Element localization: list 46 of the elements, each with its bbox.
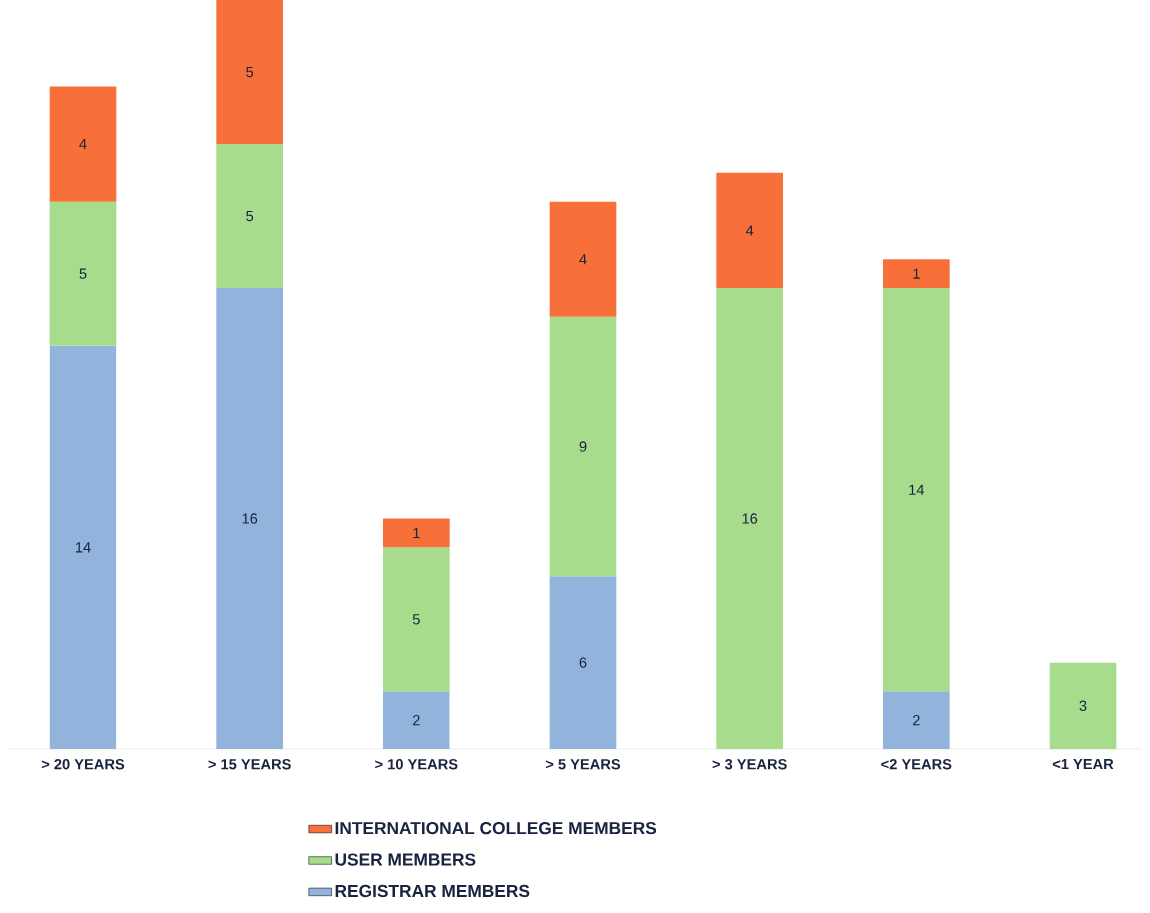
bar [383, 691, 450, 749]
x-tick-label: > 10 YEARS [375, 759, 458, 770]
bar [383, 518, 450, 548]
x-tick-label: > 5 YEARS [545, 759, 621, 770]
bar [883, 259, 950, 289]
data-label: 2 [412, 715, 420, 726]
data-label: 2 [912, 715, 920, 726]
bar [549, 201, 617, 317]
x-tick-label: <1 YEAR [1052, 759, 1114, 770]
data-label: 14 [909, 484, 925, 495]
data-label: 5 [79, 268, 87, 279]
data-label: 1 [413, 527, 420, 538]
data-label: 4 [79, 138, 87, 150]
bar [549, 316, 617, 577]
bar [1049, 662, 1117, 749]
data-label: 4 [579, 254, 587, 265]
bar [716, 288, 783, 749]
x-tick-label: > 20 YEARS [41, 759, 125, 770]
bar [49, 345, 117, 749]
data-label: 6 [579, 657, 587, 668]
data-label: 16 [742, 513, 758, 524]
data-label: 4 [745, 225, 754, 236]
data-label: 1 [913, 268, 920, 279]
data-label: 16 [242, 513, 258, 524]
data-label: 3 [1079, 700, 1087, 711]
x-tick-label: <2 YEARS [881, 759, 952, 770]
data-label: 9 [579, 441, 587, 452]
data-label: 5 [246, 66, 254, 78]
bar [883, 288, 950, 692]
bar [216, 0, 284, 145]
legend-label: USER MEMBERS [335, 853, 476, 866]
bar [383, 547, 450, 692]
bar [883, 691, 950, 749]
bar [49, 201, 117, 346]
bar [216, 144, 284, 289]
data-label: 5 [246, 210, 254, 222]
data-label: 5 [412, 614, 420, 625]
data-label: 14 [75, 542, 91, 553]
bar [716, 172, 783, 289]
bar [549, 576, 617, 749]
x-tick-label: > 15 YEARS [208, 759, 291, 770]
bar [49, 86, 117, 202]
bar [216, 288, 284, 749]
legend-label: INTERNATIONAL COLLEGE MEMBERS [335, 821, 657, 835]
x-tick-label: > 3 YEARS [712, 759, 787, 770]
legend-label: REGISTRAR MEMBERS [335, 884, 530, 898]
